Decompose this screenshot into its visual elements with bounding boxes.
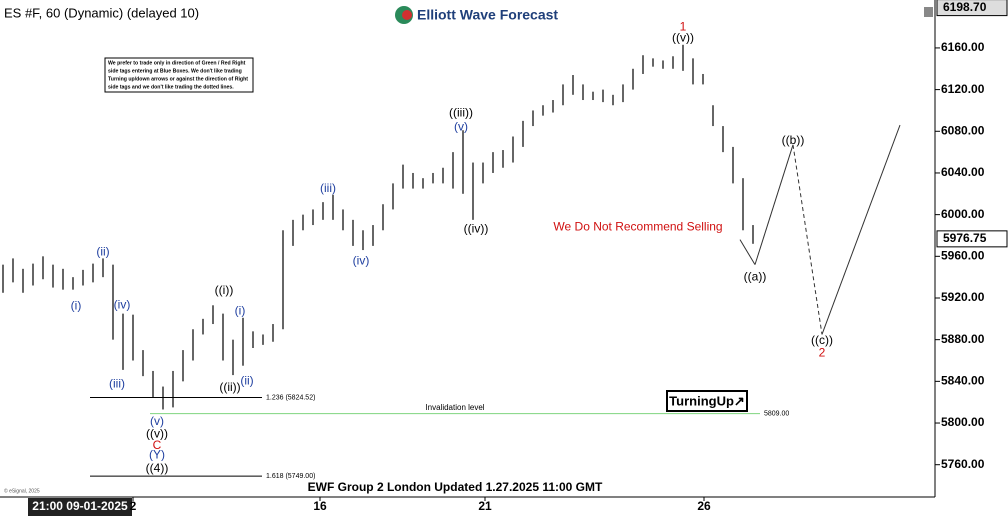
wave-label: (v) xyxy=(150,414,164,428)
level-label: 1.618 (5749.00) xyxy=(266,473,315,480)
footer: EWF Group 2 London Updated 1.27.2025 11:… xyxy=(308,480,603,494)
note-box xyxy=(104,57,254,93)
wave-label: ((iv)) xyxy=(464,221,489,235)
wave-label: 2 xyxy=(819,345,826,359)
wave-label: (i) xyxy=(235,304,246,318)
y-tick-label: 5920.00 xyxy=(941,290,985,304)
x-tick-label: 26 xyxy=(697,499,711,513)
y-tick-label: 5760.00 xyxy=(941,457,985,471)
y-tick-label: 6000.00 xyxy=(941,207,985,221)
note-line: side tags entering at Blue Boxes. We don… xyxy=(108,68,242,74)
wave-label: ((a)) xyxy=(744,269,767,283)
copyright: © eSignal, 2025 xyxy=(4,487,40,494)
wave-label: ((v)) xyxy=(672,31,694,45)
wave-label: ((c)) xyxy=(811,333,833,347)
symbol-title: ES #F, 60 (Dynamic) (delayed 10) xyxy=(4,5,199,20)
wave-label: ((iii)) xyxy=(449,106,473,120)
y-tick-label: 6120.00 xyxy=(941,82,985,96)
projection-segment xyxy=(792,144,823,335)
logo-icon-inner xyxy=(402,10,412,20)
logo-text: Elliott Wave Forecast xyxy=(417,7,558,23)
y-tick-label: 6040.00 xyxy=(941,165,985,179)
y-tick-label: 6160.00 xyxy=(941,40,985,54)
note-line: side tags and we don't like trading the … xyxy=(108,84,234,90)
wave-label: (iii) xyxy=(109,377,125,391)
projection-segment xyxy=(754,144,794,265)
y-tick-label: 5840.00 xyxy=(941,374,985,388)
y-tick-label: 5800.00 xyxy=(941,415,985,429)
brand-box xyxy=(666,390,748,412)
wave-label: (i) xyxy=(71,298,82,312)
y-tick-label: 5880.00 xyxy=(941,332,985,346)
scroll-button[interactable] xyxy=(924,7,933,17)
wave-label: ((4)) xyxy=(146,461,169,475)
wave-label: We Do Not Recommend Selling xyxy=(553,219,722,233)
x-tick-label: 2 xyxy=(130,499,137,513)
x-tick-label: 16 xyxy=(313,499,327,513)
wave-label: ((i)) xyxy=(215,283,234,297)
crosshair-time-box xyxy=(28,498,132,516)
level-name: Invalidation level xyxy=(425,403,484,412)
wave-label: (iv) xyxy=(353,254,370,268)
wave-label: ((v)) xyxy=(146,427,168,441)
wave-label: (v) xyxy=(454,119,468,133)
note-line: Turning up/down arrows or against the di… xyxy=(108,76,248,82)
level-label: 5809.00 xyxy=(764,410,789,417)
projection-segment xyxy=(821,124,901,335)
note-line: We prefer to trade only in direction of … xyxy=(108,60,246,66)
price-tag: 6198.70 xyxy=(943,0,987,14)
projection-segment xyxy=(739,239,756,265)
wave-label: C xyxy=(153,438,162,452)
wave-label: (ii) xyxy=(96,244,109,258)
y-tick-label: 5960.00 xyxy=(941,248,985,262)
wave-label: ((b)) xyxy=(782,133,805,147)
wave-label: (iii) xyxy=(320,181,336,195)
wave-label: ((ii)) xyxy=(219,380,240,394)
x-tick-label: 21 xyxy=(478,499,492,513)
price-tag-box xyxy=(936,230,1008,248)
x-tick-label: 21:00 09-01-2025 xyxy=(32,499,128,513)
level-label: 1.236 (5824.52) xyxy=(266,394,315,401)
wave-label: (iv) xyxy=(114,297,131,311)
wave-label: (Y) xyxy=(149,447,165,461)
price-tag: 5976.75 xyxy=(943,231,987,245)
wave-label: 1 xyxy=(680,19,687,33)
price-tag-box xyxy=(936,0,1008,17)
y-tick-label: 6080.00 xyxy=(941,123,985,137)
wave-label: (ii) xyxy=(240,374,253,388)
brand-text: TurningUp↗ xyxy=(669,393,745,408)
